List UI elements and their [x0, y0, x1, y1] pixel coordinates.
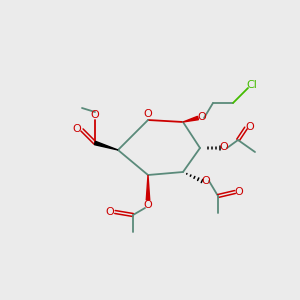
Text: O: O — [91, 110, 99, 120]
Text: O: O — [198, 112, 206, 122]
Polygon shape — [94, 141, 118, 150]
Polygon shape — [183, 116, 199, 122]
Text: Cl: Cl — [247, 80, 257, 90]
Text: O: O — [144, 109, 152, 119]
Text: O: O — [202, 176, 210, 186]
Polygon shape — [146, 175, 150, 200]
Text: O: O — [235, 187, 243, 197]
Text: O: O — [144, 200, 152, 210]
Text: O: O — [106, 207, 114, 217]
Text: O: O — [220, 142, 228, 152]
Text: O: O — [246, 122, 254, 132]
Text: O: O — [73, 124, 81, 134]
